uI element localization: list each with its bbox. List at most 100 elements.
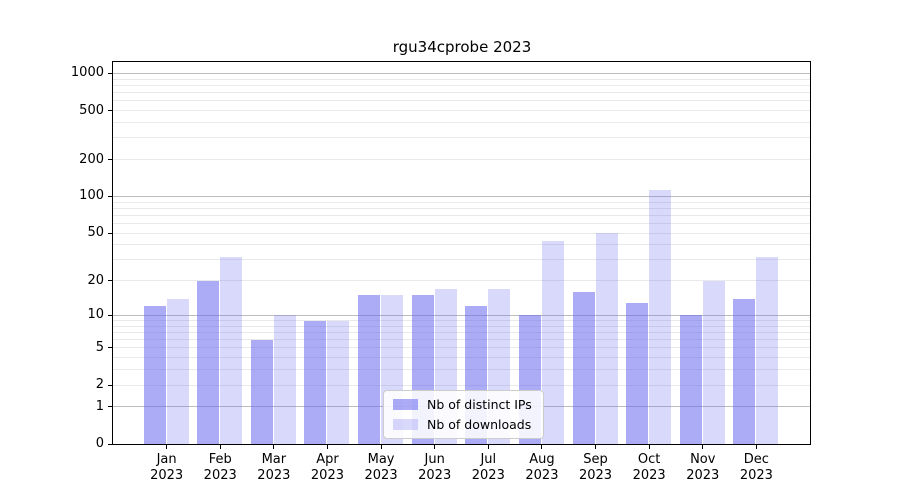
y-axis-tick-label: 20 <box>87 272 104 288</box>
legend-swatch-distinct-ips <box>393 399 418 410</box>
x-axis-tick-label: Mar 2023 <box>257 452 291 483</box>
x-axis-tick-label: Dec 2023 <box>739 452 773 483</box>
chart-title: rgu34cprobe 2023 <box>392 38 532 56</box>
gridline-minor <box>113 137 810 139</box>
x-axis-tick-label: Jun 2023 <box>418 452 452 483</box>
gridline-minor <box>113 122 810 124</box>
gridline-major <box>113 195 810 197</box>
gridline-minor <box>113 100 810 102</box>
gridline-minor <box>113 369 810 371</box>
gridline-minor <box>113 159 810 161</box>
bar-nb-of-distinct-ips-oct-2023 <box>626 302 649 444</box>
bar-nb-of-downloads-aug-2023 <box>541 241 564 444</box>
y-axis-tick <box>108 232 113 234</box>
bar-nb-of-downloads-nov-2023 <box>702 280 725 444</box>
legend: Nb of distinct IPs Nb of downloads <box>383 390 544 439</box>
y-axis-tick <box>108 314 113 316</box>
bar-nb-of-downloads-apr-2023 <box>327 320 350 444</box>
bar-nb-of-distinct-ips-nov-2023 <box>679 315 702 444</box>
gridline-minor <box>113 78 810 80</box>
y-axis-tick <box>108 159 113 161</box>
y-axis-tick <box>108 110 113 112</box>
bar-nb-of-distinct-ips-may-2023 <box>358 295 381 444</box>
x-axis-tick-label: Jan 2023 <box>150 452 184 483</box>
plot-area <box>112 61 811 445</box>
y-axis-tick <box>108 443 113 445</box>
x-axis-tick <box>166 445 168 449</box>
x-axis-tick <box>648 445 650 449</box>
x-axis-tick-label: Aug 2023 <box>525 452 559 483</box>
x-axis-tick <box>434 445 436 449</box>
x-axis-tick-label: Apr 2023 <box>310 452 344 483</box>
gridline-minor <box>113 201 810 203</box>
gridline-minor <box>113 357 810 359</box>
x-axis-tick <box>541 445 543 449</box>
y-axis-tick-label: 100 <box>79 188 104 204</box>
x-axis-tick-label: Nov 2023 <box>686 452 720 483</box>
y-axis-tick-label: 500 <box>79 102 104 118</box>
gridline-minor <box>113 92 810 94</box>
bar-nb-of-downloads-sep-2023 <box>595 233 618 444</box>
y-axis-tick-label: 50 <box>87 225 104 241</box>
y-axis-tick <box>108 384 113 386</box>
x-axis-tick <box>755 445 757 449</box>
y-axis-tick-label: 10 <box>87 307 104 323</box>
gridline-minor <box>113 110 810 112</box>
y-axis-tick <box>108 72 113 74</box>
gridline-minor <box>113 331 810 333</box>
gridline-minor <box>113 325 810 327</box>
bar-nb-of-distinct-ips-dec-2023 <box>733 298 756 444</box>
bar-nb-of-downloads-feb-2023 <box>220 256 243 444</box>
y-axis-tick <box>108 406 113 408</box>
gridline-minor <box>113 339 810 341</box>
bar-nb-of-distinct-ips-jan-2023 <box>143 306 166 444</box>
bar-nb-of-downloads-oct-2023 <box>649 190 672 444</box>
gridline-major <box>113 72 810 74</box>
y-axis-tick <box>108 280 113 282</box>
gridline-minor <box>113 244 810 246</box>
gridline-minor <box>113 347 810 349</box>
x-axis-tick-label: May 2023 <box>364 452 398 483</box>
x-axis-tick-label: Sep 2023 <box>578 452 613 483</box>
y-axis-tick-label: 1000 <box>70 65 104 81</box>
y-axis-tick-label: 200 <box>79 151 104 167</box>
gridline-minor <box>113 280 810 282</box>
gridline-minor <box>113 207 810 209</box>
legend-label-downloads: Nb of downloads <box>427 417 532 432</box>
gridline-minor <box>113 232 810 234</box>
x-axis-tick <box>380 445 382 449</box>
legend-item-downloads: Nb of downloads <box>393 417 532 432</box>
gridline-minor <box>113 320 810 321</box>
gridline-minor <box>113 223 810 225</box>
x-axis-tick-label: Jul 2023 <box>471 452 505 483</box>
gridline-minor <box>113 84 810 86</box>
y-axis-tick-label: 2 <box>95 377 104 393</box>
legend-label-distinct-ips: Nb of distinct IPs <box>427 397 532 412</box>
gridline-major <box>113 314 810 316</box>
bar-nb-of-downloads-mar-2023 <box>273 315 296 444</box>
x-axis-tick <box>702 445 704 449</box>
legend-item-distinct-ips: Nb of distinct IPs <box>393 397 532 412</box>
bar-nb-of-downloads-jan-2023 <box>166 298 189 444</box>
x-axis-tick <box>595 445 597 449</box>
y-axis-tick <box>108 347 113 349</box>
y-axis-tick-label: 0 <box>95 436 104 451</box>
x-axis-tick-label: Oct 2023 <box>632 452 666 483</box>
gridline-minor <box>113 259 810 261</box>
bar-nb-of-distinct-ips-mar-2023 <box>250 339 273 444</box>
x-axis-tick-label: Feb 2023 <box>203 452 237 483</box>
bar-nb-of-distinct-ips-feb-2023 <box>197 280 220 444</box>
bar-nb-of-downloads-dec-2023 <box>756 256 779 444</box>
x-axis-tick <box>273 445 275 449</box>
y-axis-tick <box>108 195 113 197</box>
gridline-minor <box>113 384 810 386</box>
x-axis-tick <box>219 445 221 449</box>
bar-nb-of-distinct-ips-apr-2023 <box>304 320 327 444</box>
gridline-minor <box>113 214 810 216</box>
legend-swatch-downloads <box>393 419 418 430</box>
bar-nb-of-distinct-ips-sep-2023 <box>572 292 595 444</box>
y-axis-tick-label: 5 <box>95 339 104 355</box>
x-axis-tick <box>326 445 328 449</box>
y-axis-tick-label: 1 <box>95 398 104 414</box>
